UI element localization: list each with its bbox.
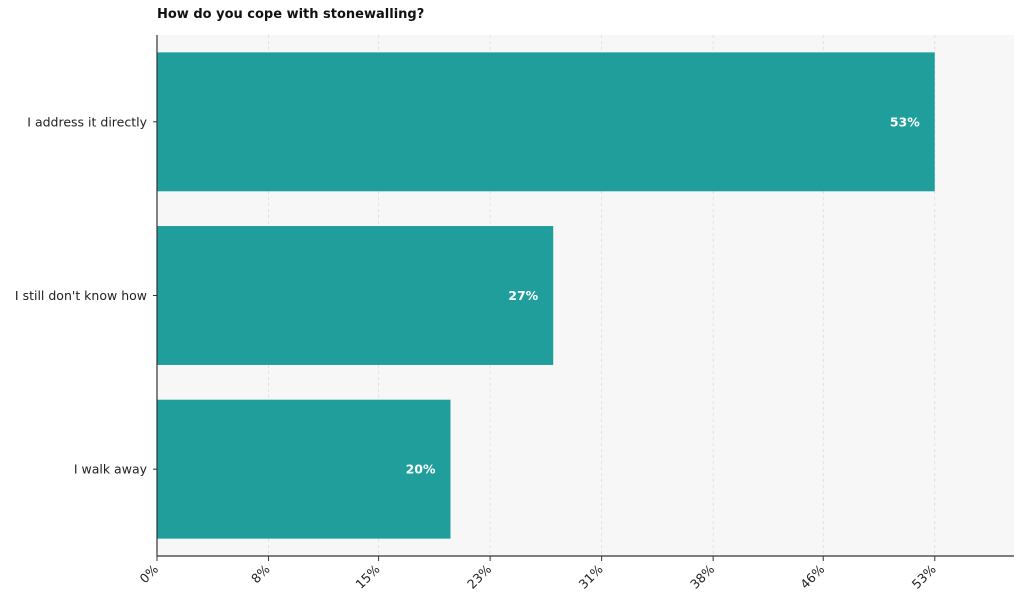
x-tick-label: 8% — [248, 561, 273, 586]
x-tick-label: 38% — [687, 561, 717, 591]
chart-title: How do you cope with stonewalling? — [157, 7, 425, 22]
bar-value-label: 27% — [508, 288, 538, 303]
bar-value-label: 53% — [890, 114, 920, 129]
x-tick-label: 15% — [352, 561, 382, 591]
x-tick-label: 23% — [464, 561, 494, 591]
bars — [153, 52, 935, 539]
category-label: I address it directly — [27, 114, 147, 129]
x-tick-label: 31% — [576, 561, 606, 591]
bar — [157, 399, 451, 539]
bar — [157, 226, 554, 365]
bar — [157, 52, 935, 192]
x-tick-label: 0% — [136, 561, 161, 586]
bar-value-label: 20% — [406, 462, 436, 477]
x-tick-label: 46% — [797, 561, 827, 591]
x-tick-label: 53% — [909, 561, 939, 591]
category-label: I walk away — [74, 462, 148, 477]
category-label: I still don't know how — [15, 288, 147, 303]
axes — [156, 35, 1014, 561]
